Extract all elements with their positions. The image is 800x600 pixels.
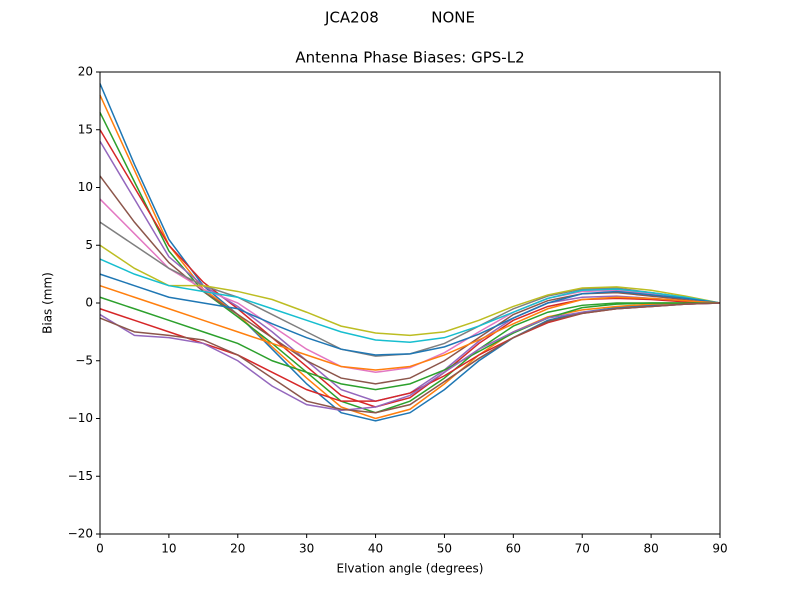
x-tick-label: 30 (299, 542, 314, 556)
series-line (99, 302, 721, 414)
series-line (99, 302, 721, 412)
y-tick-label: −10 (68, 411, 93, 425)
series-line (99, 273, 721, 356)
y-tick-label: 20 (78, 65, 93, 79)
y-axis-label: Bias (mm) (41, 272, 55, 334)
series-line (99, 284, 721, 371)
x-tick-label: 20 (230, 542, 245, 556)
y-tick-label: −20 (68, 527, 93, 541)
y-tick-label: 15 (78, 122, 93, 136)
x-tick-label: 60 (506, 542, 521, 556)
y-tick-label: 10 (78, 180, 93, 194)
series-line (99, 244, 721, 337)
series-line (99, 83, 721, 422)
x-tick-label: 90 (712, 542, 727, 556)
x-tick-label: 70 (575, 542, 590, 556)
series-line (99, 258, 721, 344)
y-tick-label: 5 (85, 238, 93, 252)
plot-area (99, 83, 721, 422)
x-axis-label: Elvation angle (degrees) (337, 562, 484, 576)
x-tick-label: 80 (643, 542, 658, 556)
chart-title: Antenna Phase Biases: GPS-L2 (295, 49, 524, 67)
x-tick-label: 40 (368, 542, 383, 556)
series-line (99, 296, 720, 391)
series-line (99, 198, 721, 374)
x-tick-label: 0 (96, 542, 104, 556)
y-tick-label: −5 (75, 353, 93, 367)
y-tick-label: 0 (85, 296, 93, 310)
series-line (99, 129, 721, 408)
x-tick-label: 10 (161, 542, 176, 556)
y-tick-label: −15 (68, 469, 93, 483)
suptitle: JCA208 NONE (324, 9, 475, 27)
x-tick-label: 50 (437, 542, 452, 556)
series-line (99, 302, 721, 402)
series-line (99, 94, 720, 420)
